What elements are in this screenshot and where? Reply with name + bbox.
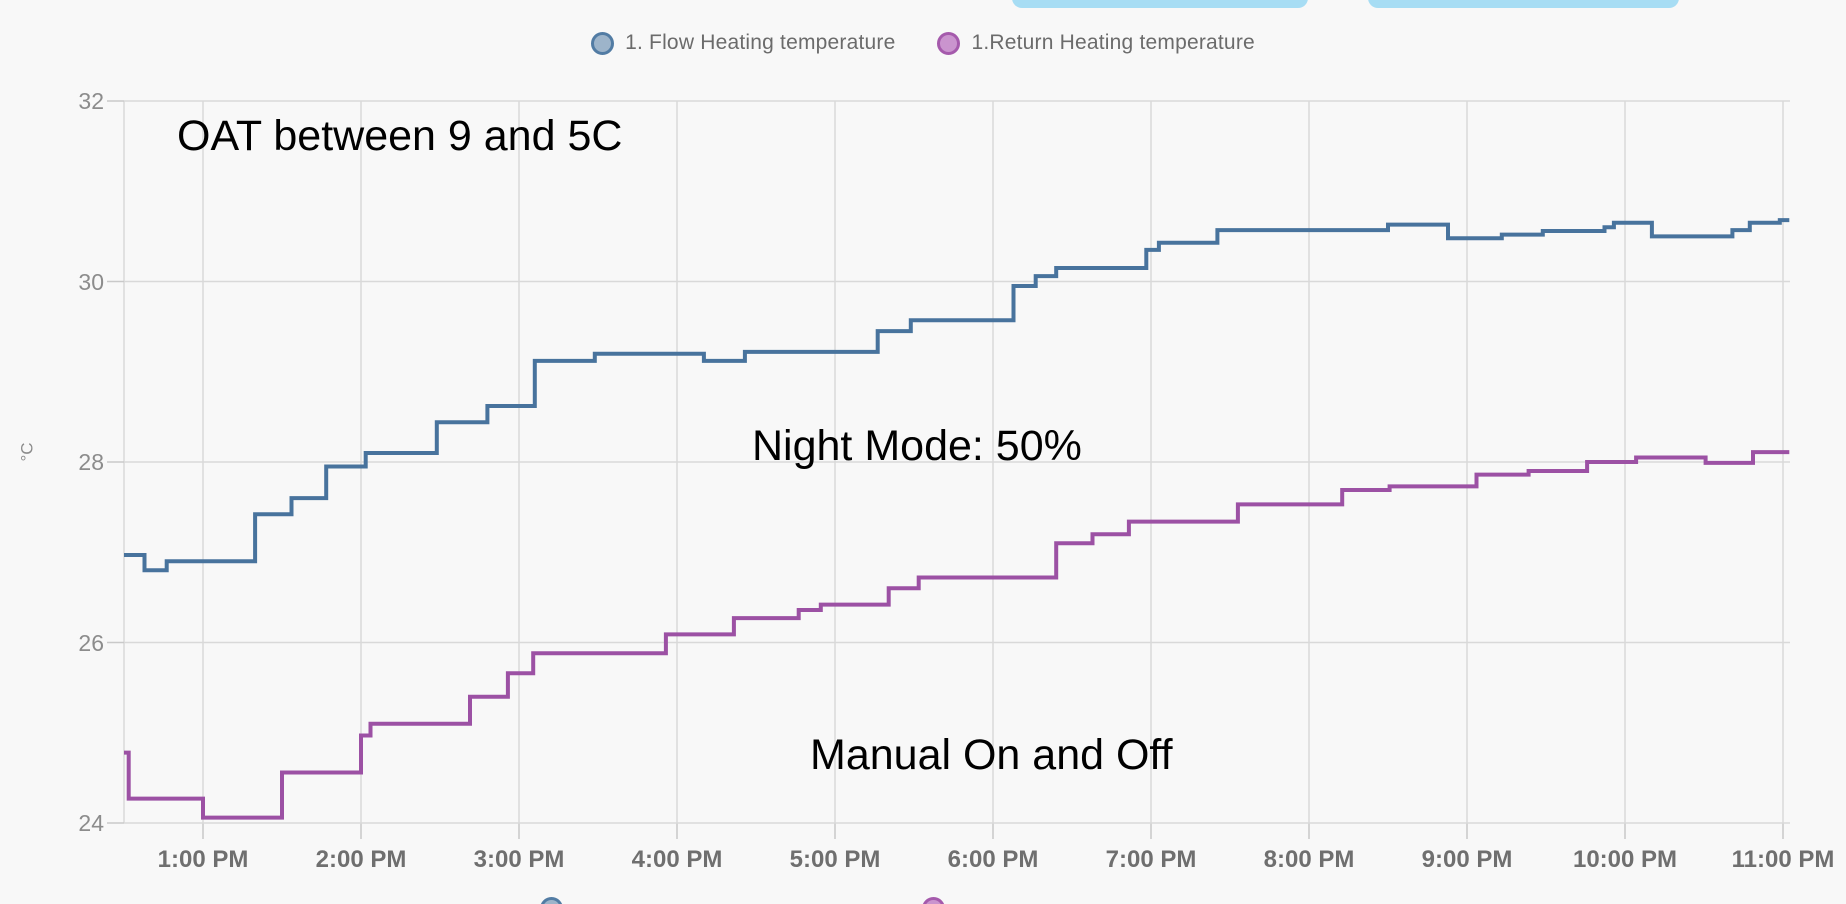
x-axis-tick-label: 3:00 PM [473,846,565,873]
x-axis-tick-label: 10:00 PM [1572,846,1678,873]
return-series-marker-icon [937,31,961,55]
annotation-night-mode: Night Mode: 50% [752,422,1082,470]
y-axis-tick-label: 30 [78,268,104,295]
legend-item-return[interactable]: 1.Return Heating temperature [937,31,1255,55]
return-series-line [124,450,1790,820]
annotation-oat: OAT between 9 and 5C [177,112,623,160]
legend-item-flow[interactable]: 1. Flow Heating temperature [591,31,895,55]
x-axis-tick-label: 11:00 PM [1731,846,1835,873]
x-axis-tick-label: 4:00 PM [631,846,723,873]
annotation-manual: Manual On and Off [810,731,1173,779]
y-axis-tick-label: 24 [78,810,104,836]
x-axis-tick-label: 8:00 PM [1263,846,1355,873]
x-axis-tick-label: 7:00 PM [1105,846,1197,873]
legend-label-return: 1.Return Heating temperature [971,31,1255,54]
y-axis-tick-label: 28 [78,449,104,475]
x-axis-tick-label: 9:00 PM [1421,846,1513,873]
y-axis-tick-label: 32 [78,88,104,114]
chart-legend: 1. Flow Heating temperature 1.Return Hea… [0,31,1846,55]
y-axis-tick-label: 26 [78,629,104,656]
x-axis-tick-label: 2:00 PM [315,846,407,873]
x-axis-tick-label: 6:00 PM [947,846,1039,873]
legend-label-flow: 1. Flow Heating temperature [625,31,896,54]
x-axis-tick-label: 1:00 PM [157,846,249,873]
top-pill-button-2[interactable] [1368,0,1679,8]
flow-series-marker-icon [591,31,615,55]
flow-series-line [124,218,1790,573]
x-axis-tick-label: 5:00 PM [789,846,881,873]
top-pill-button-1[interactable] [1012,0,1308,8]
